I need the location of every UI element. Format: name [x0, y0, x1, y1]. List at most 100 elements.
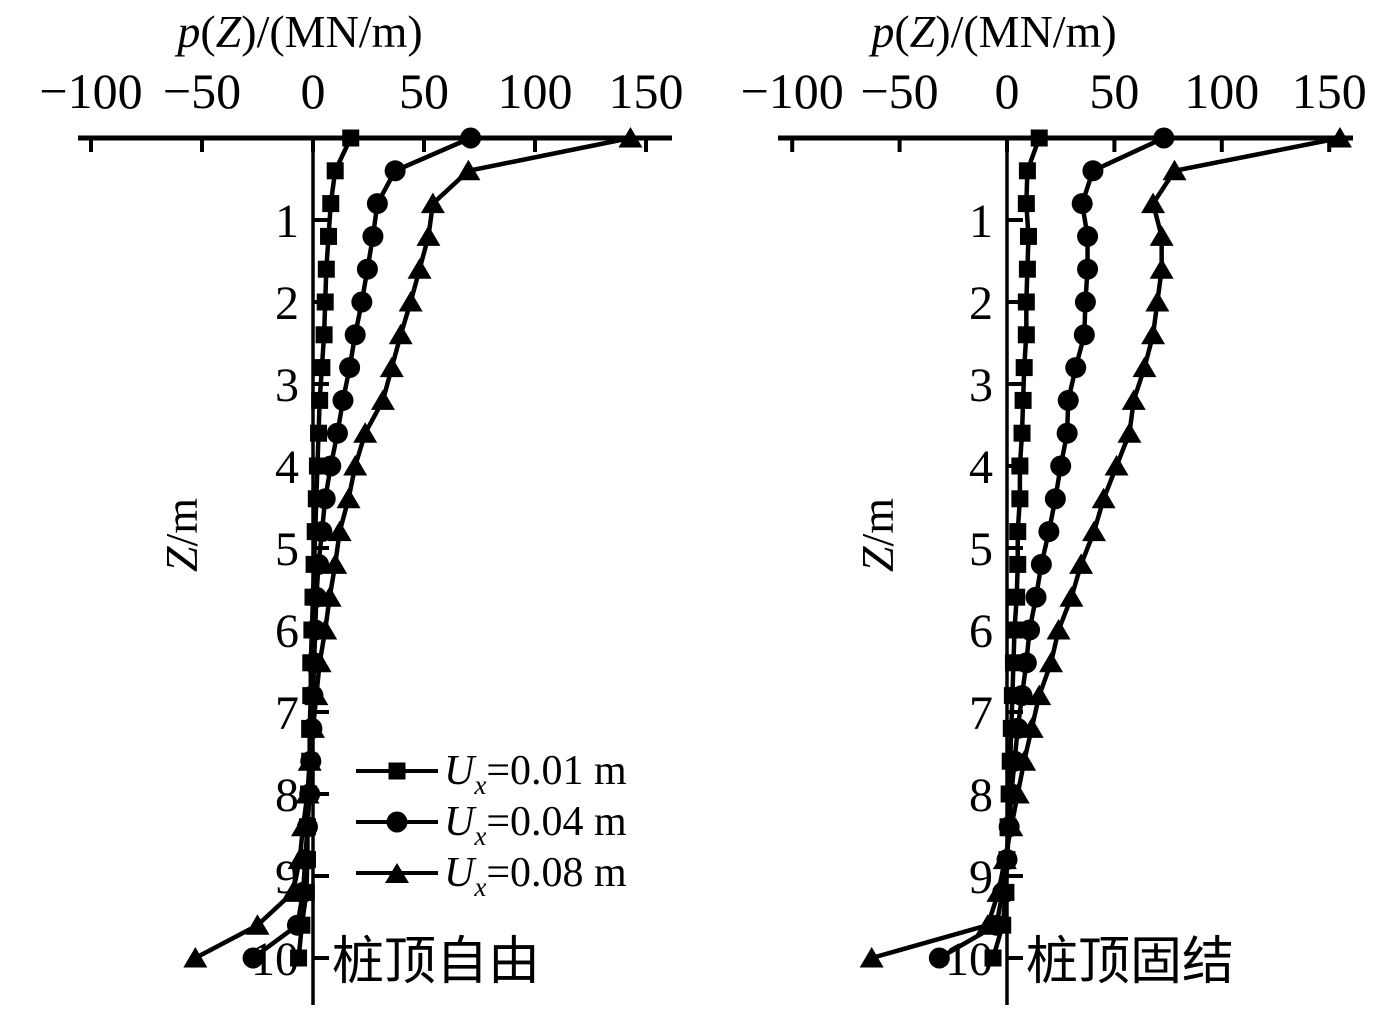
circle-marker-icon: [326, 422, 348, 444]
circle-marker-icon: [356, 258, 378, 280]
square-marker-icon: [311, 391, 329, 409]
legend-item-ux-0-08: Ux=0.08 m: [356, 847, 627, 900]
legend-item-ux-0-01: Ux=0.01 m: [356, 745, 627, 798]
circle-marker-icon: [1044, 488, 1066, 510]
triangle-marker-icon: [1012, 750, 1037, 771]
legend-label: Ux=0.04 m: [444, 798, 627, 851]
circle-marker-icon: [1082, 160, 1104, 182]
square-marker-icon: [1011, 490, 1029, 508]
triangle-marker-icon: [1005, 783, 1030, 804]
circle-marker-icon: [1011, 685, 1033, 707]
triangle-marker-icon: [1069, 553, 1094, 574]
square-marker-icon: [313, 359, 331, 377]
circle-marker-icon: [1015, 652, 1037, 674]
y-tick-label: 3: [969, 359, 993, 412]
circle-marker-icon: [928, 947, 950, 969]
circle-marker-icon: [1077, 225, 1099, 247]
circle-marker-icon: [366, 193, 388, 215]
square-marker-icon: [316, 293, 334, 311]
circle-marker-icon: [1077, 258, 1099, 280]
triangle-marker-icon: [301, 717, 325, 738]
triangle-marker-icon: [1117, 422, 1142, 443]
circle-marker-icon: [1074, 291, 1096, 313]
triangle-marker-icon: [307, 651, 332, 673]
circle-marker-icon: [351, 291, 373, 313]
circle-marker-icon: [1050, 455, 1072, 477]
triangle-marker-icon: [1091, 487, 1116, 509]
triangle-marker-icon: [281, 881, 306, 902]
circle-marker-icon: [1071, 193, 1093, 215]
circle-marker-icon: [1038, 521, 1060, 543]
legend-item-ux-0-04: Ux=0.04 m: [356, 796, 627, 851]
triangle-marker-icon: [295, 783, 320, 804]
circle-marker-icon: [362, 225, 384, 247]
square-marker-icon: [317, 260, 335, 278]
circle-marker-icon: [1019, 619, 1041, 641]
circle-marker-icon: [314, 488, 336, 510]
x-tick-label: −100: [741, 63, 844, 119]
triangle-marker-icon: [388, 323, 413, 345]
circle-marker-icon: [311, 521, 333, 543]
square-marker-icon: [290, 949, 308, 967]
x-tick-label: 0: [301, 63, 326, 119]
triangle-marker-icon: [336, 487, 361, 509]
square-marker-icon: [1014, 391, 1032, 409]
circle-marker-icon: [1153, 127, 1175, 149]
y-tick-label: 2: [969, 277, 993, 330]
circle-marker-icon: [384, 160, 406, 182]
triangle-marker-icon: [356, 860, 438, 886]
square-marker-icon: [326, 162, 344, 180]
triangle-marker-icon: [999, 815, 1024, 837]
triangle-marker-icon: [1141, 192, 1166, 214]
x-tick-label: −50: [860, 63, 938, 119]
y-tick-label: 8: [969, 769, 993, 822]
square-marker-icon: [1008, 588, 1026, 606]
x-tick-label: 50: [399, 63, 449, 119]
triangle-marker-icon: [317, 586, 342, 607]
legend: Ux=0.01 m Ux=0.04 m Ux=0.08 m: [356, 745, 627, 900]
circle-marker-icon: [332, 389, 354, 411]
circle-marker-icon: [1065, 357, 1087, 379]
triangle-marker-icon: [1121, 389, 1146, 410]
y-tick-label: 2: [275, 277, 299, 330]
square-marker-icon: [1015, 359, 1033, 377]
triangle-marker-icon: [1149, 258, 1174, 279]
triangle-marker-icon: [1046, 619, 1071, 640]
square-marker-icon: [320, 227, 338, 245]
square-marker-icon: [1017, 293, 1035, 311]
x-tick-label: 150: [1292, 63, 1367, 119]
square-marker-icon: [1018, 162, 1036, 180]
circle-marker-icon: [356, 809, 438, 835]
x-tick-label: 100: [1184, 63, 1259, 119]
circle-marker-icon: [320, 455, 342, 477]
triangle-marker-icon: [416, 225, 441, 246]
square-marker-icon: [1018, 260, 1036, 278]
circle-marker-icon: [339, 357, 361, 379]
annotation-pile-head-free: 桩顶自由: [332, 934, 541, 991]
triangle-marker-icon: [183, 947, 208, 968]
triangle-marker-icon: [323, 553, 348, 574]
circle-marker-icon: [1025, 586, 1047, 608]
triangle-marker-icon: [304, 684, 329, 706]
square-marker-icon: [1011, 457, 1029, 475]
triangle-marker-icon: [1145, 291, 1170, 312]
triangle-marker-icon: [1027, 684, 1052, 706]
triangle-marker-icon: [1141, 323, 1166, 345]
triangle-marker-icon: [456, 159, 481, 181]
circle-marker-icon: [1073, 324, 1095, 346]
square-marker-icon: [1013, 424, 1031, 442]
circle-marker-icon: [344, 324, 366, 346]
triangle-marker-icon: [1081, 520, 1106, 542]
square-marker-icon: [1017, 326, 1035, 344]
triangle-marker-icon: [859, 947, 884, 968]
y-tick-label: 4: [275, 441, 299, 494]
square-marker-icon: [1030, 129, 1048, 147]
y-tick-label: 6: [969, 605, 993, 658]
y-tick-label: 9: [969, 851, 993, 904]
square-marker-icon: [342, 129, 360, 147]
triangle-marker-icon: [287, 848, 312, 870]
x-tick-label: −100: [39, 63, 142, 119]
y-tick-label: 6: [275, 605, 299, 658]
